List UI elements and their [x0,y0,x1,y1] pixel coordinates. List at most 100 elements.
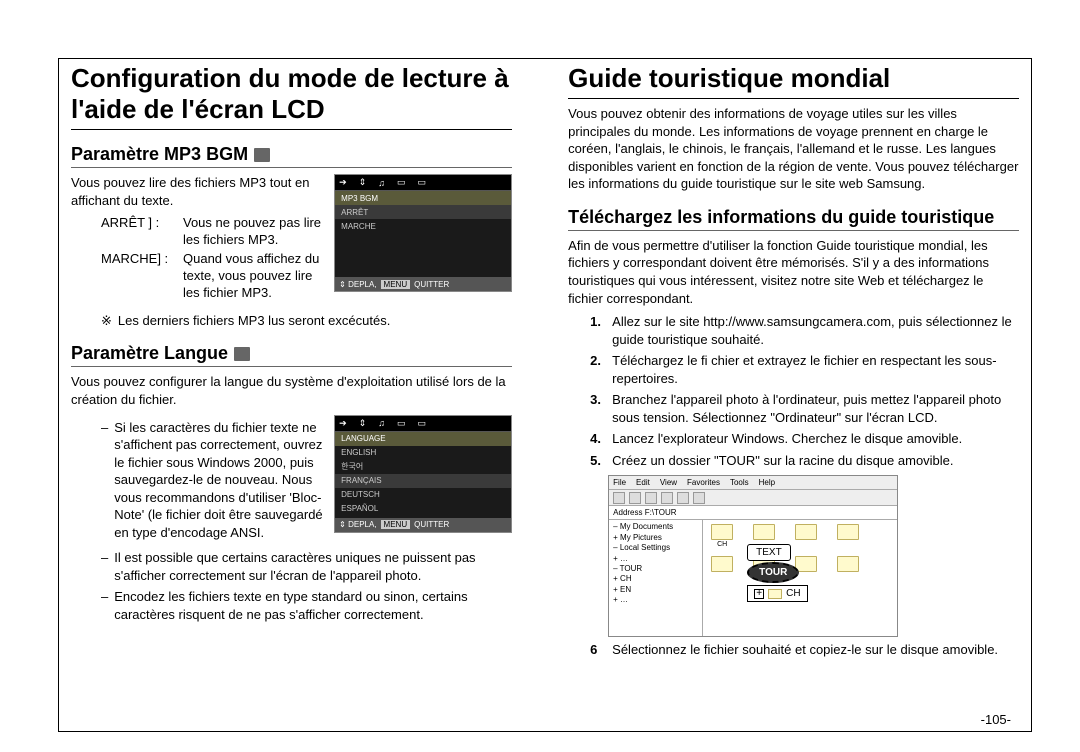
folder-icon [707,556,737,572]
lcd-icon: ➔ [339,418,347,429]
lcd-icon: ⇕ [359,418,367,429]
heading-langue: Paramètre Langue [71,343,512,367]
step-text: Téléchargez le fi chier et extrayez le f… [612,352,1019,387]
step-text: Lancez l'explorateur Windows. Cherchez l… [612,430,1019,448]
right-column: Guide touristique mondial Vous pouvez ob… [556,59,1031,731]
lcd-row: 한국어 [335,460,511,474]
folder-tree: – My Documents + My Pictures – Local Set… [609,520,703,636]
lcd-icon: ▭ [418,177,427,188]
heading-mp3bgm-text: Paramètre MP3 BGM [71,144,248,165]
toolbar-btn [645,492,657,504]
setting-icon [234,347,250,361]
heading-download-text: Téléchargez les informations du guide to… [568,207,994,228]
tree-item: + … [613,595,700,605]
heading-download: Téléchargez les informations du guide to… [568,207,1019,231]
files-pane: CH [703,520,897,636]
def-val: Vous ne pouvez pas lire les fichiers MP3… [183,215,324,249]
page-number: -105- [981,712,1011,727]
bullet-text: Si les caractères du fichier texte ne s'… [114,419,324,542]
lcd-row: ESPAÑOL [335,502,511,516]
step-text: Allez sur le site http://www.samsungcame… [612,313,1019,348]
step-text: Sélectionnez le fichier souhaité et copi… [612,641,1019,659]
tree-item: + … [613,554,700,564]
def-key: MARCHE] : [101,251,183,302]
def-val: Quand vous affichez du texte, vous pouve… [183,251,324,302]
lcd-icon: ♫ [378,418,385,428]
address-bar: Address F:\TOUR [609,506,897,520]
lcd-langue: ➔ ⇕ ♫ ▭ ▭ LANGUAGE ENGLISH 한국어 FRANÇAIS … [334,415,512,533]
heading-langue-text: Paramètre Langue [71,343,228,364]
step-num: 5. [590,452,606,470]
lcd-icon: ▭ [397,177,406,188]
folder-icon [749,524,779,548]
left-title: Configuration du mode de lecture à l'aid… [71,63,512,130]
lcd-row: DEUTSCH [335,488,511,502]
lcd-row: MP3 BGM [335,191,511,205]
step-num: 2. [590,352,606,387]
tree-item: + EN [613,585,700,595]
lcd-menu-btn: MENU [381,280,411,289]
lcd-row: ARRÊT [335,205,511,219]
menu-item: Tools [730,478,749,487]
lcd-icon: ▭ [418,418,427,429]
tree-item: + My Pictures [613,533,700,543]
lcd-mp3bgm: ➔ ⇕ ♫ ▭ ▭ MP3 BGM ARRÊT MARCHE ⇕ DEPLA, … [334,174,512,292]
def-key: ARRÊT ] : [101,215,183,249]
tree-item: + CH [613,574,700,584]
step-text: Créez un dossier "TOUR" sur la racine du… [612,452,1019,470]
note-text: Les derniers fichiers MP3 lus seront exc… [118,312,390,330]
right-title: Guide touristique mondial [568,63,1019,99]
folder-icon [833,524,863,548]
tree-item: – My Documents [613,522,700,532]
note-mark: ※ [101,312,112,330]
folder-icon [791,556,821,572]
menu-item: View [660,478,677,487]
toolbar-btn [677,492,689,504]
bullet-text: Encodez les fichiers texte en type stand… [114,588,512,623]
lcd-icon: ▭ [397,418,406,429]
toolbar-btn [613,492,625,504]
dash-icon: – [101,549,108,584]
step-text: Branchez l'appareil photo à l'ordinateur… [612,391,1019,426]
left-column: Configuration du mode de lecture à l'aid… [59,59,524,731]
lcd-row: MARCHE [335,219,511,233]
lcd-footer-text: ⇕ DEPLA, [339,280,376,289]
langue-intro: Vous pouvez configurer la langue du syst… [71,373,512,408]
dash-icon: – [101,588,108,623]
toolbar-btn [629,492,641,504]
step-num: 1. [590,313,606,348]
step-num: 3. [590,391,606,426]
mp3bgm-defs: ARRÊT ] : Vous ne pouvez pas lire les fi… [101,215,324,301]
toolbar-btn [693,492,705,504]
lcd-icon: ⇕ [359,177,367,188]
menu-item: Help [759,478,775,487]
toolbar-btn [661,492,673,504]
folder-icon [749,556,779,572]
menu-item: File [613,478,626,487]
menu-item: Favorites [687,478,720,487]
tree-item: – Local Settings [613,543,700,553]
menu-item: Edit [636,478,650,487]
folder-icon: CH [707,524,737,548]
steps-list: 1. Allez sur le site http://www.samsungc… [590,313,1019,469]
heading-mp3bgm: Paramètre MP3 BGM [71,144,512,168]
lcd-icon: ➔ [339,177,347,188]
lcd-footer-text: ⇕ DEPLA, [339,520,376,529]
setting-icon [254,148,270,162]
right-intro: Vous pouvez obtenir des informations de … [568,105,1019,193]
mp3bgm-intro: Vous pouvez lire des fichiers MP3 tout e… [71,174,324,209]
step-num: 4. [590,430,606,448]
lcd-footer-text: QUITTER [414,280,449,289]
lcd-row: ENGLISH [335,446,511,460]
explorer-window: File Edit View Favorites Tools Help Addr… [608,475,898,637]
dash-icon: – [101,419,108,542]
folder-icon [791,524,821,548]
lcd-menu-btn: MENU [381,520,411,529]
lcd-row: LANGUAGE [335,432,511,446]
step-num: 6 [590,641,606,659]
lcd-icon: ♫ [378,178,385,188]
bullet-text: Il est possible que certains caractères … [114,549,512,584]
lcd-row: FRANÇAIS [335,474,511,488]
tree-item: – TOUR [613,564,700,574]
lcd-footer-text: QUITTER [414,520,449,529]
